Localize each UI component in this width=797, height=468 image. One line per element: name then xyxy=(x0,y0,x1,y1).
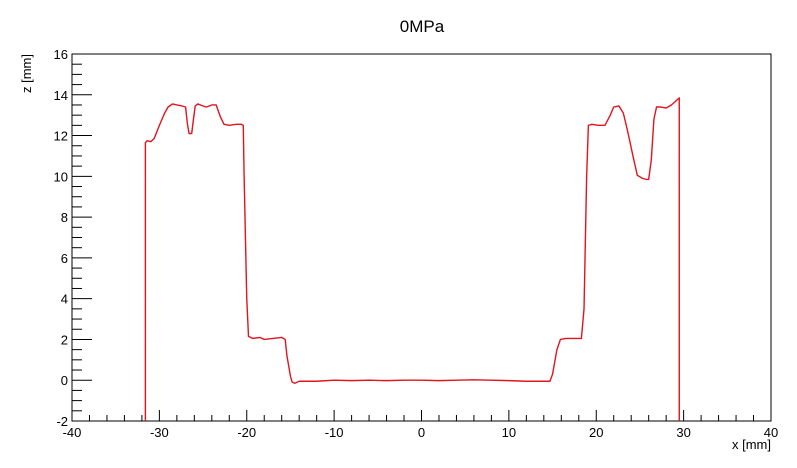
x-tick-label: -40 xyxy=(63,425,82,440)
y-tick-label: 6 xyxy=(61,251,68,266)
x-tick-label: 40 xyxy=(764,425,778,440)
x-tick-label: 0 xyxy=(418,425,425,440)
y-axis: -2 0 2 4 6 8 10 12 14 16 xyxy=(54,47,92,429)
x-axis: -40 -30 -20 -10 0 10 20 30 40 xyxy=(63,410,778,440)
data-series-line xyxy=(144,97,680,421)
x-tick-label: 20 xyxy=(589,425,603,440)
y-tick-label: 2 xyxy=(61,332,68,347)
x-axis-label: x [mm] xyxy=(732,437,771,452)
x-tick-label: 30 xyxy=(676,425,690,440)
y-tick-label: -2 xyxy=(56,414,68,429)
y-tick-label: 4 xyxy=(61,292,68,307)
plot-frame xyxy=(71,53,772,422)
y-tick-label: 12 xyxy=(54,129,68,144)
x-tick-label: -30 xyxy=(150,425,169,440)
x-tick-label: 10 xyxy=(502,425,516,440)
y-tick-label: 14 xyxy=(54,88,68,103)
y-axis-label: z [mm] xyxy=(19,54,34,93)
chart-title: 0MPa xyxy=(400,17,445,36)
x-tick-label: -20 xyxy=(237,425,256,440)
y-tick-label: 16 xyxy=(54,47,68,62)
y-tick-label: 0 xyxy=(61,373,68,388)
y-tick-label: 10 xyxy=(54,169,68,184)
x-tick-label: -10 xyxy=(325,425,344,440)
y-tick-label: 8 xyxy=(61,210,68,225)
